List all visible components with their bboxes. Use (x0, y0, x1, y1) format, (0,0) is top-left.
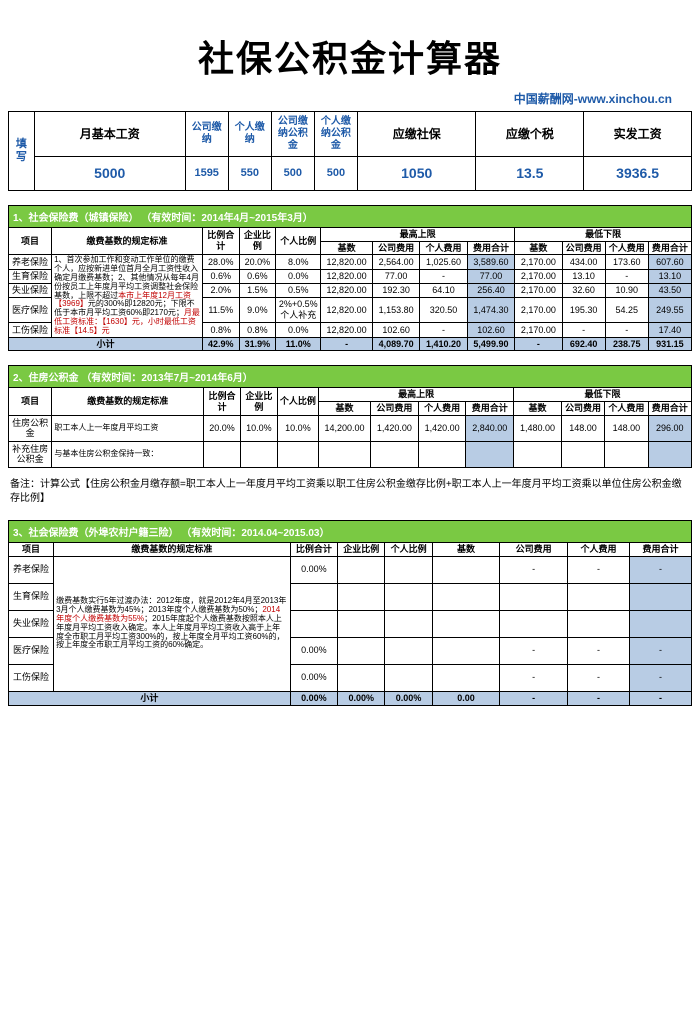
section3-bar: 3、社会保险费（外埠农村户籍三险） （有效时间：2014.04~2015.03） (8, 520, 692, 542)
s3-h-b: 基数 (432, 542, 500, 556)
h-lb: 基数 (515, 241, 562, 255)
h-item: 项目 (9, 227, 52, 255)
h-ind-ratio: 个人比例 (276, 227, 321, 255)
source-link: 中国薪酬网-www.xinchou.cn (8, 90, 672, 107)
h-ui: 个人费用 (420, 241, 467, 255)
s2-h-i: 个人比例 (277, 388, 318, 416)
col-ind-fund: 个人缴纳公积金 (314, 112, 357, 157)
summary-table: 填写 月基本工资 公司缴纳 个人缴纳 公司缴纳公积金 个人缴纳公积金 应缴社保 … (8, 111, 692, 191)
val-corp-rate: 1595 (185, 157, 228, 191)
col-tax: 应缴个税 (476, 112, 584, 157)
h-li: 个人费用 (605, 241, 648, 255)
s3-h-ic: 个人费用 (567, 542, 629, 556)
s3-h-r: 比例合计 (290, 542, 337, 556)
s2-h-r: 比例合计 (204, 388, 241, 416)
col-net: 实发工资 (584, 112, 692, 157)
section1-table: 项目 缴费基数的规定标准 比例合计 企业比例 个人比例 最高上限 最低下限 基数… (8, 227, 692, 352)
s2-h-item: 项目 (9, 388, 52, 416)
val-base[interactable]: 5000 (34, 157, 185, 191)
s1-desc: 1、首次参加工作和变动工作单位的缴费个人，应按新进单位首月全月工资性收入确定月缴… (52, 255, 203, 337)
h-lc: 公司费用 (562, 241, 605, 255)
col-ind-rate: 个人缴纳 (228, 112, 271, 157)
h-ub: 基数 (321, 241, 373, 255)
s3-h-item: 项目 (9, 542, 54, 556)
s2-h-c: 企业比例 (240, 388, 277, 416)
h-lower: 最低下限 (515, 227, 692, 241)
h-lt: 费用合计 (648, 241, 691, 255)
section2-table: 项目 缴费基数的规定标准 比例合计 企业比例 个人比例 最高上限 最低下限 基数… (8, 387, 692, 468)
table-row: 补充住房公积金与基本住房公积金保持一致： (9, 441, 692, 467)
s3-h-t: 费用合计 (629, 542, 691, 556)
h-upper: 最高上限 (321, 227, 515, 241)
s2-h-std: 缴费基数的规定标准 (52, 388, 204, 416)
s3-h-cc: 公司费用 (500, 542, 568, 556)
val-corp-fund: 500 (271, 157, 314, 191)
section2-bar: 2、住房公积金 （有效时间：2013年7月~2014年6月） (8, 365, 692, 387)
s2-lt: 费用合计 (648, 402, 691, 416)
col-corp-fund: 公司缴纳公积金 (271, 112, 314, 157)
col-base: 月基本工资 (34, 112, 185, 157)
val-net: 3936.5 (584, 157, 692, 191)
h-standard: 缴费基数的规定标准 (52, 227, 203, 255)
col-corp-rate: 公司缴纳 (185, 112, 228, 157)
s3-h-std: 缴费基数的规定标准 (54, 542, 291, 556)
s2-h-up: 最高上限 (319, 388, 514, 402)
h-uc: 公司费用 (372, 241, 419, 255)
s3-h-c: 企业比例 (338, 542, 385, 556)
s3-desc: 缴费基数实行5年过渡办法：2012年度，就是2012年4月至2013年3月个人缴… (54, 556, 291, 691)
s3-h-i: 个人比例 (385, 542, 432, 556)
s2-ub: 基数 (319, 402, 371, 416)
table-row: 住房公积金职工本人上一年度月平均工资20.0%10.0%10.0%14,200.… (9, 415, 692, 441)
val-tax: 13.5 (476, 157, 584, 191)
col-ss: 应缴社保 (357, 112, 476, 157)
s2-ui: 个人费用 (418, 402, 466, 416)
s2-lb: 基数 (514, 402, 562, 416)
val-ind-fund: 500 (314, 157, 357, 191)
table-row: 养老保险缴费基数实行5年过渡办法：2012年度，就是2012年4月至2013年3… (9, 556, 692, 583)
s2-uc: 公司费用 (371, 402, 419, 416)
section3-table: 项目 缴费基数的规定标准 比例合计 企业比例 个人比例 基数 公司费用 个人费用… (8, 542, 692, 706)
val-ss: 1050 (357, 157, 476, 191)
page-title: 社保公积金计算器 (8, 30, 692, 82)
summary-side-label: 填写 (9, 112, 35, 191)
section1-bar: 1、社会保险费（城镇保险） （有效时间：2014年4月~2015年3月） (8, 205, 692, 227)
s2-ut: 费用合计 (466, 402, 514, 416)
s2-lc: 公司费用 (561, 402, 604, 416)
h-corp-ratio: 企业比例 (239, 227, 276, 255)
val-ind-rate: 550 (228, 157, 271, 191)
s2-li: 个人费用 (605, 402, 648, 416)
s2-h-lo: 最低下限 (514, 388, 692, 402)
note2: 备注：计算公式【住房公积金月缴存额=职工本人上一年度月平均工资乘以职工住房公积金… (10, 478, 690, 506)
h-ut: 费用合计 (467, 241, 514, 255)
h-ratio: 比例合计 (202, 227, 239, 255)
table-row: 养老保险1、首次参加工作和变动工作单位的缴费个人，应按新进单位首月全月工资性收入… (9, 255, 692, 269)
